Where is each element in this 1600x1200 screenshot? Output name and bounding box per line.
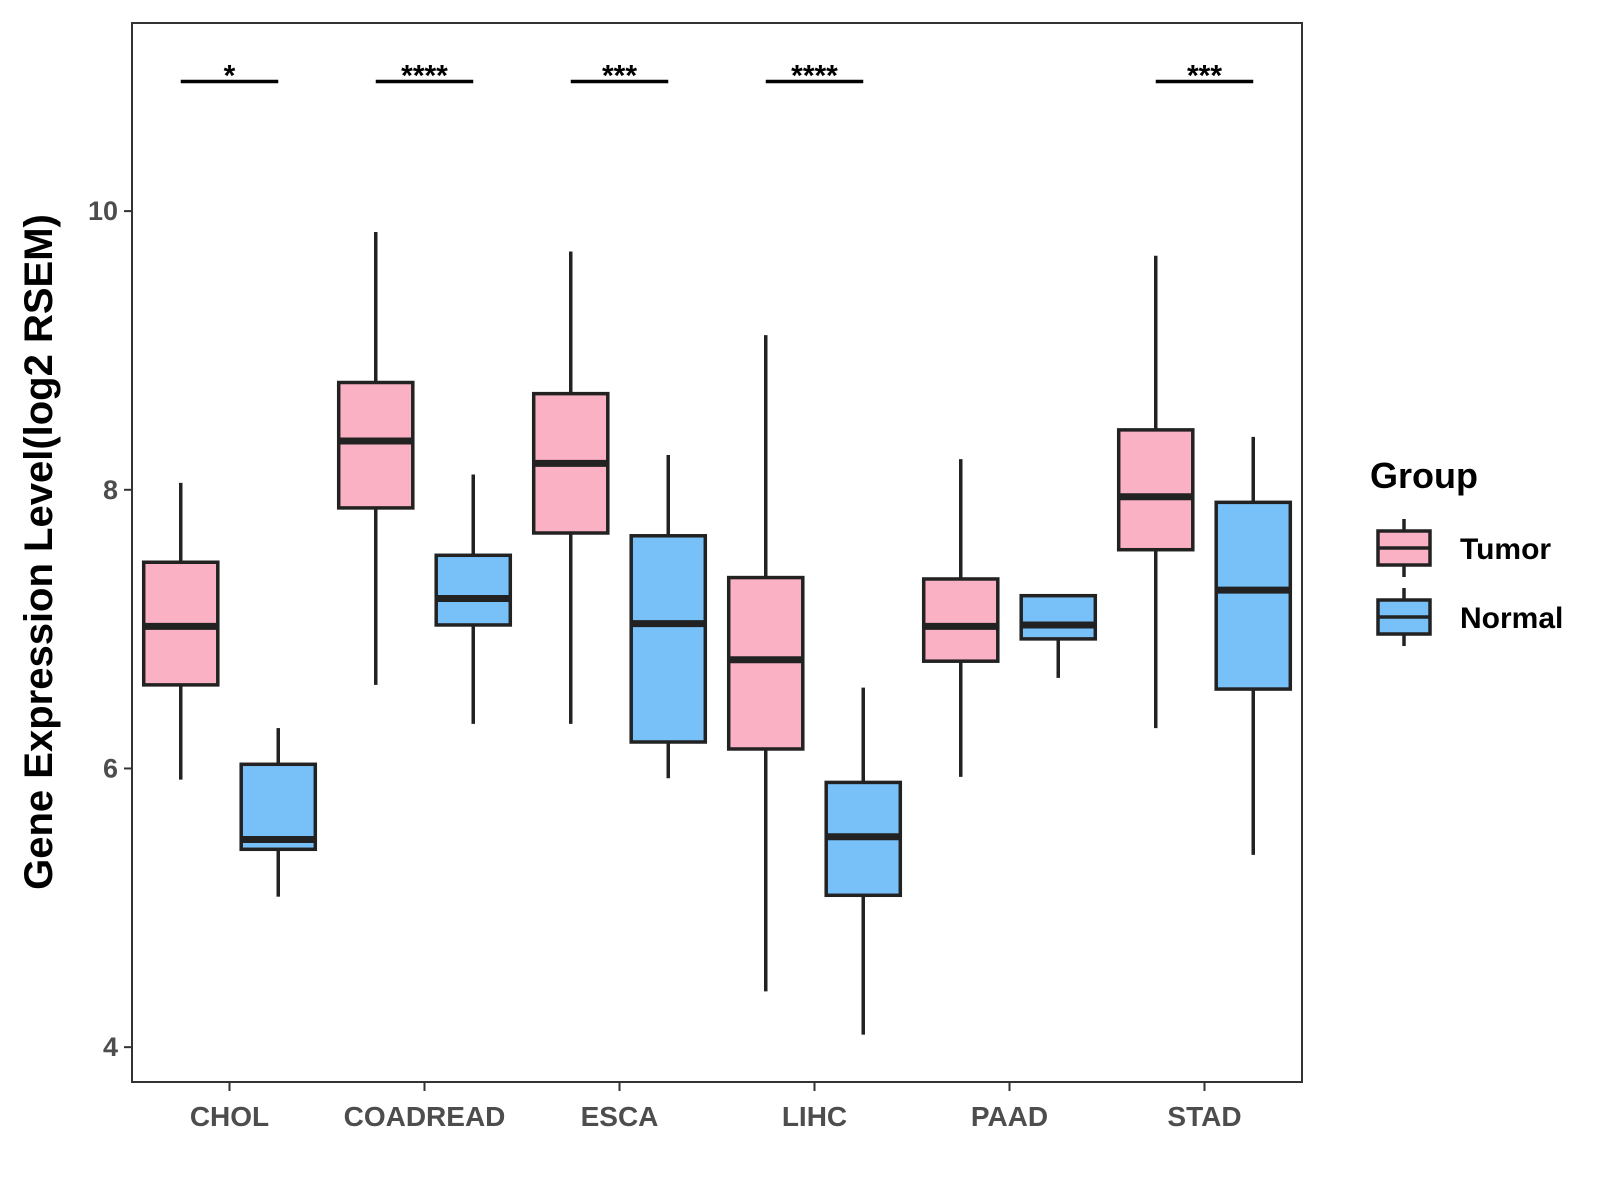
significance-label: *** <box>602 60 637 93</box>
plot-panel-border <box>131 22 1303 1083</box>
box-tumor-stad <box>1116 255 1195 729</box>
significance-label: **** <box>401 60 448 93</box>
significance-lihc: **** <box>765 60 864 93</box>
y-tick-label: 6 <box>103 753 118 783</box>
legend: Group Tumor Normal <box>1370 455 1563 646</box>
box-tumor-lihc <box>726 335 805 992</box>
box-tumor-paad <box>921 459 1000 777</box>
plot-area: * **** *** **** *** <box>141 60 1293 1035</box>
x-tick-label-paad: PAAD <box>971 1101 1048 1132</box>
box-iqr <box>921 577 1000 663</box>
box-iqr <box>336 380 415 510</box>
significance-label: **** <box>791 60 838 93</box>
significance-esca: *** <box>570 60 669 93</box>
box-iqr <box>239 762 318 852</box>
box-iqr <box>434 553 513 627</box>
x-tick-label-esca: ESCA <box>581 1101 659 1132</box>
legend-entry-normal: Normal <box>1376 588 1563 646</box>
x-tick-label-coadread: COADREAD <box>344 1101 506 1132</box>
y-tick-label: 10 <box>88 196 118 226</box>
x-tick-label-chol: CHOL <box>190 1101 269 1132</box>
box-normal-lihc <box>824 687 903 1035</box>
box-normal-stad <box>1214 436 1293 855</box>
box-iqr <box>1116 428 1195 552</box>
box-normal-paad <box>1019 593 1098 678</box>
box-normal-esca <box>629 454 708 779</box>
box-iqr <box>629 534 708 744</box>
y-tick-label: 8 <box>103 475 118 505</box>
box-tumor-coadread <box>336 232 415 685</box>
legend-label-normal: Normal <box>1460 602 1563 635</box>
box-iqr <box>1019 593 1098 641</box>
significance-label: *** <box>1187 60 1222 93</box>
box-tumor-chol <box>141 482 220 780</box>
axes: 4 6 8 10 CHOL COADREAD ESCA LIHC PAAD STAD <box>88 196 1242 1132</box>
box-tumor-esca <box>531 251 610 724</box>
legend-entries: Tumor Normal <box>1376 519 1563 646</box>
box-normal-chol <box>239 728 318 897</box>
significance-stad: *** <box>1155 60 1254 93</box>
significance-coadread: **** <box>375 60 474 93</box>
box-iqr <box>1214 500 1293 691</box>
significance-chol: * <box>180 60 279 93</box>
y-axis-title: Gene Expression Level(log2 RSEM) <box>17 214 61 890</box>
legend-title: Group <box>1370 455 1478 496</box>
box-normal-coadread <box>434 474 513 724</box>
x-tick-label-stad: STAD <box>1167 1101 1241 1132</box>
legend-entry-tumor: Tumor <box>1376 519 1551 577</box>
x-tick-label-lihc: LIHC <box>782 1101 847 1132</box>
significance-label: * <box>224 60 236 93</box>
legend-label-tumor: Tumor <box>1460 533 1551 566</box>
y-tick-label: 4 <box>103 1032 118 1062</box>
